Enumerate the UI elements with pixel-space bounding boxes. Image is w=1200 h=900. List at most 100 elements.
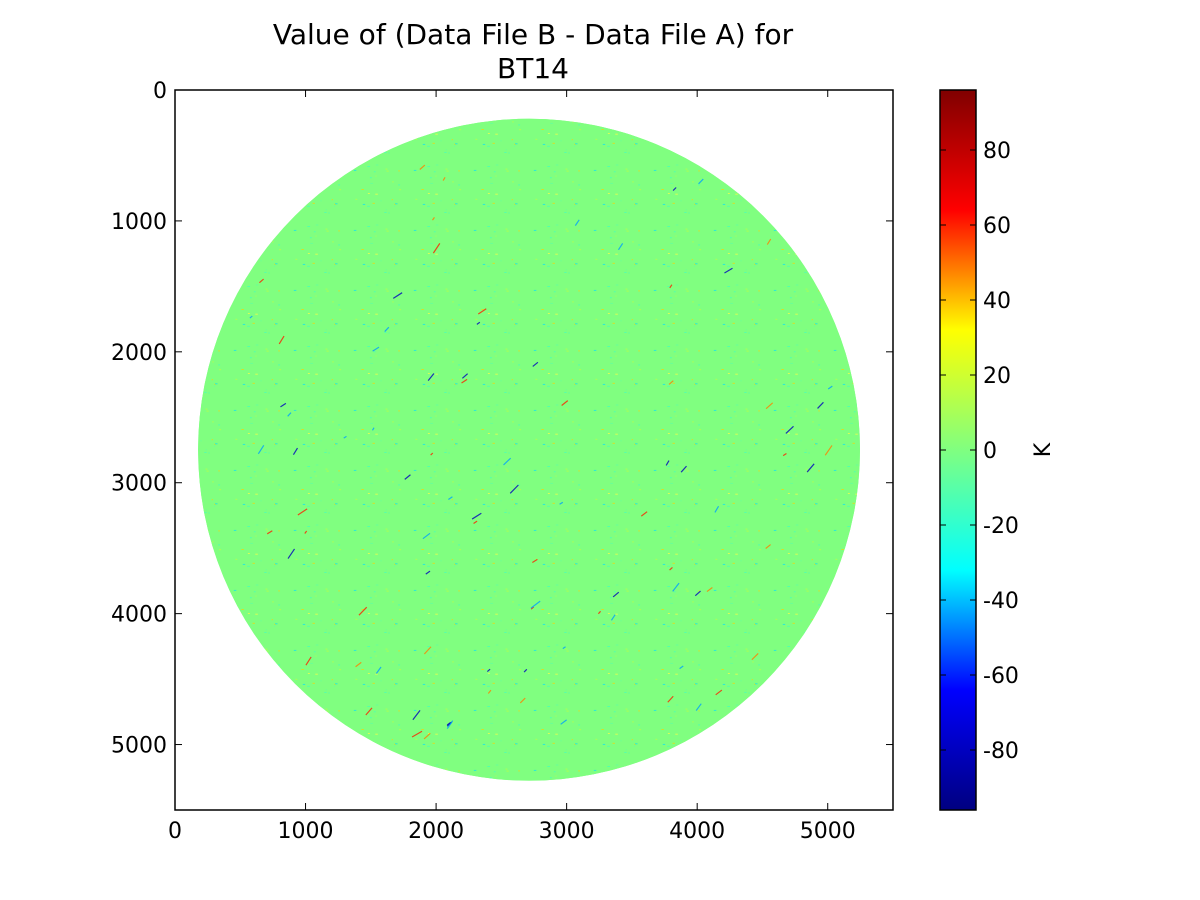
data-streak xyxy=(519,697,526,704)
chart-title-line1: Value of (Data File B - Data File A) for xyxy=(273,18,794,51)
data-streak xyxy=(824,445,833,456)
data-streak xyxy=(384,326,390,332)
data-streak xyxy=(562,646,566,650)
data-streak xyxy=(259,278,264,284)
colorbar-tick-label: -60 xyxy=(983,664,1019,689)
data-streak xyxy=(412,709,421,721)
data-streak xyxy=(530,600,541,609)
data-streak xyxy=(530,606,535,610)
data-streak xyxy=(365,707,373,716)
data-streak xyxy=(292,447,299,456)
y-axis: 0 1000 2000 3000 4000 5000 xyxy=(111,79,893,759)
plot-frame xyxy=(174,89,894,811)
data-streak xyxy=(559,501,564,505)
x-tick-label: 5000 xyxy=(800,819,856,844)
data-streak xyxy=(287,548,296,559)
data-streak xyxy=(782,453,787,457)
data-streak xyxy=(355,661,362,668)
earth-disk-texture xyxy=(198,118,860,781)
colorbar-tick-label: 80 xyxy=(983,139,1011,164)
data-streak xyxy=(249,315,253,319)
data-streak xyxy=(476,321,481,325)
colorbar-tick-label: -40 xyxy=(983,589,1019,614)
data-streak xyxy=(280,402,287,408)
colorbar-tick-label: 0 xyxy=(983,439,997,464)
data-streak xyxy=(503,457,512,466)
x-tick-label: 1000 xyxy=(278,819,334,844)
data-streak xyxy=(694,590,701,597)
data-streak xyxy=(724,267,733,274)
data-streak xyxy=(827,385,833,390)
colorbar: 80 60 40 20 0 -20 -40 -60 -80 xyxy=(939,89,1019,811)
data-streak xyxy=(477,308,487,315)
data-streak xyxy=(667,695,674,703)
data-streak xyxy=(343,435,347,439)
colorbar-tick-label: 20 xyxy=(983,364,1011,389)
data-streak xyxy=(297,508,308,516)
y-tick-label: 5000 xyxy=(111,734,167,759)
data-streak xyxy=(404,474,411,480)
data-streak xyxy=(523,668,528,673)
colorbar-tick-label: 40 xyxy=(983,289,1011,314)
colorbar-tick-label: -80 xyxy=(983,739,1019,764)
data-streak xyxy=(765,544,771,549)
x-tick-label: 4000 xyxy=(669,819,725,844)
data-streak xyxy=(679,665,684,670)
data-streak xyxy=(597,610,602,615)
data-streak xyxy=(442,176,446,181)
data-streak xyxy=(487,689,492,694)
data-streak xyxy=(432,243,441,254)
data-streak xyxy=(423,646,432,655)
data-streak xyxy=(473,520,478,525)
data-streak xyxy=(304,530,308,534)
data-streak xyxy=(419,164,426,170)
data-streak xyxy=(287,412,292,417)
data-streak xyxy=(430,452,434,456)
data-streak xyxy=(532,558,538,564)
chart-title-line2: BT14 xyxy=(497,52,569,85)
data-streak xyxy=(427,373,435,381)
y-tick-label: 2000 xyxy=(111,341,167,366)
data-streak xyxy=(612,591,620,598)
data-streak xyxy=(706,587,713,593)
data-streak xyxy=(669,284,673,289)
data-streak xyxy=(610,614,616,621)
data-streak xyxy=(446,720,454,729)
x-tick-label: 2000 xyxy=(408,819,464,844)
data-streak xyxy=(486,668,491,672)
data-streak xyxy=(766,238,772,245)
x-tick-label: 3000 xyxy=(539,819,595,844)
colorbar-label: K xyxy=(1031,442,1056,457)
data-streak xyxy=(817,401,824,409)
data-streak xyxy=(422,532,431,540)
data-streak xyxy=(431,217,435,221)
data-streak xyxy=(680,465,687,473)
data-streak xyxy=(423,732,431,740)
data-streak xyxy=(560,719,567,725)
data-streak xyxy=(448,496,453,500)
data-streak xyxy=(714,505,720,513)
data-streak xyxy=(371,427,375,431)
data-streak xyxy=(765,402,774,410)
data-streak xyxy=(278,335,285,345)
x-axis: 0 1000 2000 3000 4000 5000 xyxy=(168,90,856,844)
data-streak xyxy=(305,656,312,666)
y-tick-label: 3000 xyxy=(111,472,167,497)
data-streak xyxy=(392,292,403,299)
data-streak xyxy=(266,530,273,535)
data-streak xyxy=(425,570,431,575)
data-streak xyxy=(806,463,815,473)
y-tick-label: 0 xyxy=(153,79,167,104)
data-streak xyxy=(668,380,674,385)
data-streak xyxy=(561,400,569,406)
data-streak xyxy=(669,566,673,571)
data-streak xyxy=(461,373,469,379)
y-tick-label: 1000 xyxy=(111,210,167,235)
data-streak xyxy=(509,484,519,494)
data-streak xyxy=(532,361,539,367)
data-streak xyxy=(698,178,704,185)
data-streak xyxy=(257,444,265,455)
data-streak xyxy=(471,512,482,520)
data-streak xyxy=(358,606,368,616)
